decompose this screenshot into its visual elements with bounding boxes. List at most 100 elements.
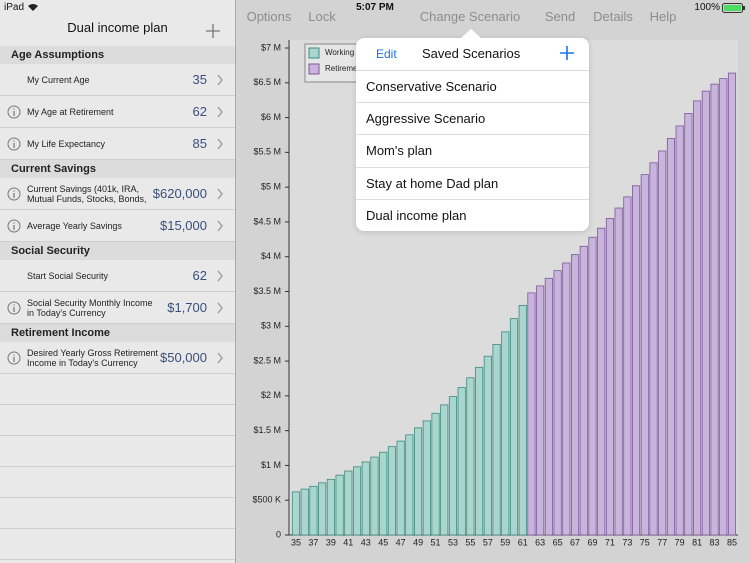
bar (684, 112, 693, 536)
label-line: in Today's Currency (27, 308, 106, 318)
bar (614, 207, 623, 536)
info-icon[interactable] (7, 351, 21, 365)
bar (518, 305, 527, 536)
add-button[interactable] (204, 22, 222, 40)
bar (318, 482, 327, 536)
setting-row[interactable]: My Current Age 35 (0, 64, 235, 96)
bar (658, 150, 667, 536)
y-tick-label: $2 M (261, 390, 281, 400)
bar (300, 488, 309, 536)
chevron-path (217, 74, 223, 86)
legend-label: Retirement (325, 64, 365, 73)
y-tick-label: 0 (276, 529, 281, 539)
x-tick-label: 51 (431, 537, 441, 547)
setting-row[interactable]: My Age at Retirement 62 (0, 96, 235, 128)
scenario-item[interactable]: Stay at home Dad plan (356, 166, 589, 199)
info-icon[interactable] (7, 301, 21, 315)
setting-row[interactable]: Average Yearly Savings $15,000 (0, 210, 235, 242)
bar (501, 331, 510, 536)
chevron (217, 220, 223, 232)
label-line: Social Security Monthly Income (27, 298, 153, 308)
y-tick-label: $2.5 M (253, 355, 281, 365)
setting-row[interactable]: Start Social Security 62 (0, 260, 235, 292)
section-header: Age Assumptions (0, 46, 235, 64)
chevron-path (217, 138, 223, 150)
bar (379, 451, 388, 536)
info-circle (7, 219, 21, 233)
bar (361, 461, 370, 536)
x-tick-label: 43 (361, 537, 371, 547)
x-tick-label: 47 (396, 537, 406, 547)
info-icon[interactable] (7, 137, 21, 151)
label-line: Current Savings (401k, IRA, (27, 184, 140, 194)
setting-row[interactable]: Current Savings (401k, IRA, Mutual Funds,… (0, 178, 235, 210)
toolbar-button[interactable]: Send (544, 9, 576, 24)
info-icon[interactable] (7, 219, 21, 233)
bar (666, 138, 676, 536)
info-icon[interactable] (7, 187, 21, 201)
edit-button[interactable]: Edit (376, 47, 397, 61)
x-tick-label: 67 (570, 537, 580, 547)
toolbar-button[interactable]: Change Scenario (419, 9, 521, 24)
sidebar-title: Dual income plan (67, 20, 168, 35)
chevron-path (217, 352, 223, 364)
info-icon[interactable] (7, 105, 21, 119)
scenario-item[interactable]: Dual income plan (356, 198, 589, 231)
setting-label: Desired Yearly Gross Retirement Income in… (27, 348, 158, 368)
bar (719, 78, 728, 536)
setting-label: Social Security Monthly Income in Today's… (27, 298, 153, 318)
setting-value: $50,000 (160, 350, 207, 365)
x-tick-label: 77 (657, 537, 667, 547)
x-tick-label: 45 (378, 537, 388, 547)
chevron (217, 106, 223, 118)
label-line: Income in Today's Currency (27, 358, 138, 368)
info-circle (7, 137, 21, 151)
toolbar-button[interactable]: Details (593, 9, 633, 24)
setting-row[interactable]: Social Security Monthly Income in Today's… (0, 292, 235, 324)
scenario-item[interactable]: Mom's plan (356, 134, 589, 166)
setting-value: 35 (192, 72, 207, 87)
bar (335, 474, 344, 536)
bar (509, 318, 519, 536)
bar (693, 100, 702, 536)
bar (440, 404, 449, 536)
x-tick-label: 35 (291, 537, 301, 547)
setting-row[interactable]: Desired Yearly Gross Retirement Income in… (0, 342, 235, 374)
new-scenario-button[interactable] (559, 45, 575, 61)
x-tick-label: 71 (605, 537, 615, 547)
bar (405, 434, 414, 536)
scenario-item[interactable]: Conservative Scenario (356, 70, 589, 102)
info-circle (7, 105, 21, 119)
bar (710, 83, 719, 536)
setting-value: $15,000 (160, 218, 207, 233)
bar (396, 440, 405, 536)
chevron (217, 138, 223, 150)
x-tick-label: 53 (448, 537, 458, 547)
y-tick-label: $7 M (261, 42, 281, 52)
scenario-item[interactable]: Aggressive Scenario (356, 102, 589, 134)
label-line: Average Yearly Savings (27, 221, 122, 231)
x-tick-label: 83 (710, 537, 720, 547)
info-circle (7, 351, 21, 365)
bar (623, 196, 632, 536)
x-tick-label: 85 (727, 537, 737, 547)
toolbar-button[interactable]: Help (649, 9, 677, 24)
label-line: Mutual Funds, Stocks, Bonds, (27, 194, 147, 204)
setting-label: My Life Expectancy (27, 139, 105, 149)
chevron (217, 74, 223, 86)
toolbar-button[interactable]: Lock (308, 9, 336, 24)
label-line: Start Social Security (27, 271, 109, 281)
setting-value: 62 (192, 104, 207, 119)
setting-row[interactable]: My Life Expectancy 85 (0, 128, 235, 160)
chevron-path (217, 188, 223, 200)
bar (352, 466, 362, 536)
bar (344, 470, 353, 536)
x-tick-label: 65 (553, 537, 563, 547)
section-header: Current Savings (0, 160, 235, 178)
x-tick-label: 59 (500, 537, 510, 547)
chevron-path (217, 270, 223, 282)
bar (605, 218, 614, 536)
toolbar-button[interactable]: Options (246, 9, 292, 24)
bar (422, 420, 431, 536)
bar (649, 162, 658, 536)
